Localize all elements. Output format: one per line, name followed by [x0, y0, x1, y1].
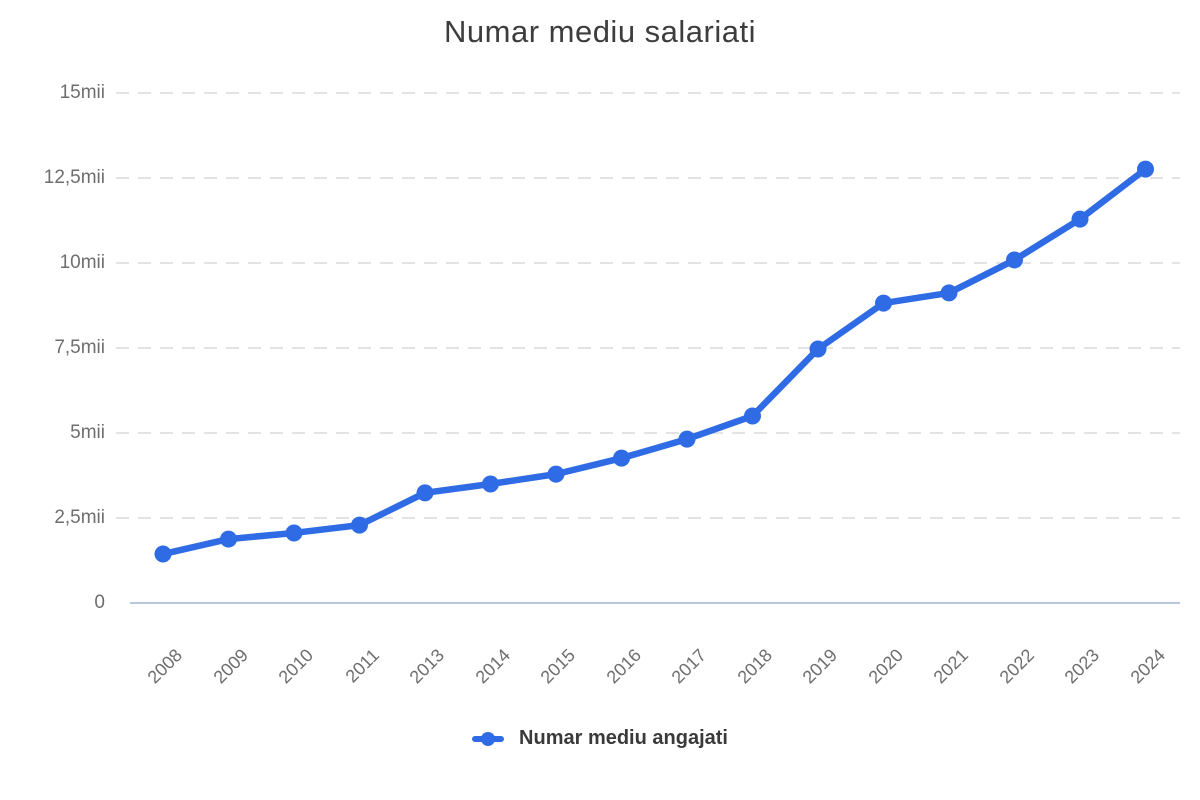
- legend-label: Numar mediu angajati: [519, 727, 728, 749]
- series-line: [159, 165, 1149, 558]
- legend-item-numar-mediu-angajati[interactable]: Numar mediu angajati: [472, 727, 728, 750]
- data-point-2021[interactable]: [940, 284, 958, 302]
- data-point-2016[interactable]: [613, 449, 630, 467]
- data-point-2010[interactable]: [285, 524, 303, 542]
- chart-title: Numar mediu salariati: [444, 14, 756, 49]
- y-tick-label: 15mii: [59, 82, 105, 103]
- data-point-2019[interactable]: [809, 340, 827, 358]
- data-point-2020[interactable]: [875, 294, 892, 312]
- legend-series-marker-icon: [472, 731, 505, 746]
- data-point-2011[interactable]: [351, 516, 368, 534]
- data-point-2015[interactable]: [547, 465, 565, 483]
- y-tick-label: 0: [94, 592, 105, 613]
- data-point-2017[interactable]: [678, 430, 696, 448]
- data-point-2023[interactable]: [1071, 210, 1089, 228]
- data-point-2009[interactable]: [220, 530, 237, 548]
- y-tick-label: 7,5mii: [54, 337, 105, 358]
- y-tick-label: 10mii: [59, 252, 105, 273]
- data-point-2014[interactable]: [482, 475, 499, 493]
- y-tick-label: 5mii: [70, 422, 105, 443]
- legend: Numar mediu angajati: [0, 727, 1200, 750]
- data-point-2024[interactable]: [1137, 160, 1154, 178]
- y-tick-label: 12,5mii: [43, 167, 105, 188]
- y-tick-label: 2,5mii: [54, 507, 105, 528]
- data-point-2013[interactable]: [416, 484, 434, 502]
- data-point-2018[interactable]: [744, 407, 761, 425]
- data-point-2022[interactable]: [1006, 251, 1023, 269]
- data-point-2008[interactable]: [154, 545, 172, 563]
